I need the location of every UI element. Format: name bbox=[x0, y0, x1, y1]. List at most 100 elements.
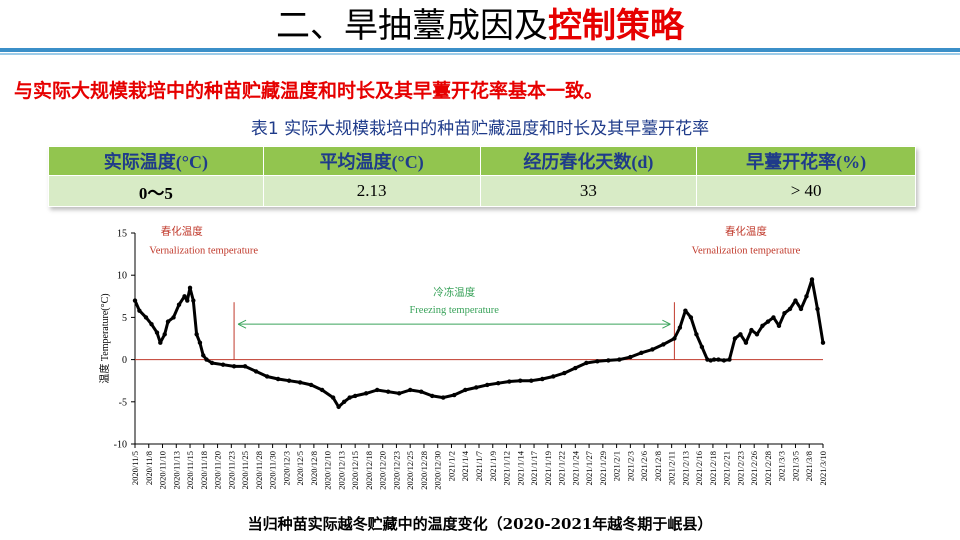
data-point bbox=[347, 395, 352, 400]
data-point bbox=[650, 347, 655, 352]
title-highlight: 控制策略 bbox=[548, 6, 684, 46]
data-point bbox=[628, 354, 633, 360]
data-point bbox=[319, 387, 325, 393]
data-point bbox=[297, 380, 303, 385]
data-table: 实际温度(°C) 平均温度(°C) 经历春化天数(d) 早薹开花率(%) 0～5… bbox=[48, 146, 916, 207]
data-point bbox=[419, 389, 424, 394]
data-point bbox=[171, 315, 176, 320]
data-point bbox=[798, 306, 804, 312]
x-tick-label: 2020/12/13 bbox=[336, 451, 346, 490]
data-point bbox=[220, 362, 226, 367]
data-point bbox=[617, 357, 622, 362]
x-tick-label: 2021/1/9 bbox=[488, 451, 498, 481]
y-axis-label: 温度 Temperature(°C) bbox=[98, 293, 111, 383]
table-cell: 33 bbox=[479, 175, 698, 207]
data-point bbox=[562, 370, 567, 376]
x-tick-label: 2020/11/15 bbox=[185, 451, 195, 489]
annotation-label: Freezing temperature bbox=[409, 305, 499, 316]
data-point bbox=[760, 323, 765, 329]
x-tick-label: 2020/12/3 bbox=[281, 451, 291, 485]
title-divider bbox=[0, 48, 960, 52]
data-point bbox=[595, 359, 600, 364]
data-point bbox=[606, 358, 611, 363]
x-tick-label: 2021/2/1 bbox=[612, 451, 622, 481]
annotation-label: 春化温度 bbox=[725, 225, 767, 238]
data-point bbox=[143, 315, 149, 320]
temperature-chart: -10 -5 0 5 10 15 温度 Temperature(°C) 2020/11/5 20… bbox=[98, 225, 828, 490]
data-point bbox=[336, 404, 341, 410]
x-tick-label: 2021/2/3 bbox=[625, 451, 635, 481]
y-tick-label: -10 bbox=[114, 440, 127, 451]
data-point bbox=[708, 358, 713, 363]
x-tick-label: 2020/12/15 bbox=[350, 451, 360, 490]
data-point bbox=[352, 393, 358, 399]
data-point bbox=[194, 332, 199, 337]
data-point bbox=[820, 340, 826, 345]
x-tick-label: 2021/1/17 bbox=[529, 451, 539, 485]
data-point bbox=[573, 365, 578, 371]
y-tick-label: 15 bbox=[117, 229, 127, 240]
x-tick-label: 2020/11/23 bbox=[226, 451, 236, 489]
data-point bbox=[187, 285, 193, 291]
data-point bbox=[727, 357, 732, 362]
data-point bbox=[264, 374, 270, 379]
data-point bbox=[231, 364, 237, 369]
figure-caption: 当归种苗实际越冬贮藏中的温度变化（2020-2021年越冬期于岷县） bbox=[247, 515, 713, 533]
x-tick-label: 2021/2/8 bbox=[653, 451, 663, 481]
x-tick-label: 2021/2/26 bbox=[749, 451, 759, 485]
x-tick-label: 2020/12/23 bbox=[391, 451, 401, 490]
data-point bbox=[474, 385, 479, 390]
slide-title: 二、旱抽薹成因及控制策略 bbox=[0, 4, 960, 48]
data-point bbox=[197, 340, 203, 345]
data-point bbox=[776, 323, 782, 329]
x-tick-label: 2020/11/25 bbox=[240, 451, 250, 489]
x-tick-label: 2021/1/22 bbox=[557, 451, 567, 485]
data-point bbox=[341, 399, 347, 404]
annotation-label: Vernalization temperature bbox=[692, 245, 801, 256]
x-tick-label: 2021/1/29 bbox=[598, 451, 608, 485]
y-tick-label: 10 bbox=[117, 271, 127, 282]
x-tick-label: 2021/2/11 bbox=[667, 451, 677, 485]
table-caption: 表1 实际大规模栽培中的种苗贮藏温度和时长及其早薹开花率 bbox=[250, 119, 710, 139]
data-point bbox=[677, 325, 683, 330]
data-point bbox=[639, 350, 644, 356]
data-point bbox=[286, 378, 292, 383]
table-cell: > 40 bbox=[696, 175, 916, 207]
data-point bbox=[408, 387, 413, 393]
data-point bbox=[374, 387, 380, 393]
data-point bbox=[176, 302, 182, 307]
annotation-label: Vernalization temperature bbox=[149, 245, 258, 256]
data-point bbox=[137, 308, 142, 313]
x-tick-label: 2021/3/3 bbox=[777, 451, 787, 481]
table-header-row: 实际温度(°C) 平均温度(°C) 经历春化天数(d) 早薹开花率(%) bbox=[48, 146, 916, 176]
data-point bbox=[804, 294, 809, 299]
x-tick-label: 2020/11/28 bbox=[254, 451, 264, 489]
x-tick-label: 2021/3/5 bbox=[790, 451, 800, 481]
x-tick-label: 2021/2/6 bbox=[639, 451, 649, 481]
data-point bbox=[396, 391, 402, 396]
data-point bbox=[191, 298, 196, 303]
title-prefix: 二、旱抽薹成因及 bbox=[276, 6, 548, 46]
x-tick-label: 2021/2/18 bbox=[708, 451, 718, 485]
data-point bbox=[363, 391, 369, 396]
x-tick-label: 2021/2/28 bbox=[763, 451, 773, 485]
data-point bbox=[694, 332, 699, 337]
data-point bbox=[716, 357, 721, 362]
data-point bbox=[242, 364, 248, 369]
table-cell: 0～5 bbox=[48, 175, 264, 207]
data-point bbox=[787, 306, 793, 312]
data-point bbox=[149, 321, 154, 327]
annotation-label: 冷冻温度 bbox=[433, 285, 475, 298]
data-point bbox=[721, 358, 727, 363]
data-point bbox=[162, 332, 167, 337]
data-point bbox=[540, 376, 545, 382]
summary-text: 与实际大规模栽培中的种苗贮藏温度和时长及其早薹开花率基本一致。 bbox=[14, 80, 604, 102]
data-point bbox=[154, 330, 160, 335]
x-tick-label: 2021/1/7 bbox=[474, 451, 484, 481]
arrow-head-left bbox=[237, 319, 247, 329]
data-point bbox=[518, 378, 523, 383]
data-point bbox=[441, 395, 446, 400]
data-point bbox=[496, 381, 501, 386]
x-tick-label: 2021/1/4 bbox=[460, 450, 470, 481]
data-point bbox=[452, 392, 457, 398]
